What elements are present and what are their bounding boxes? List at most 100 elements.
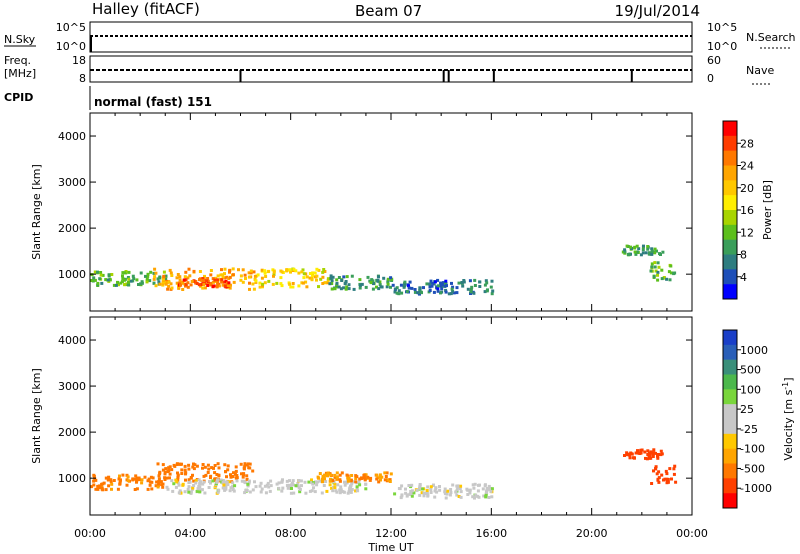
nsearch-label: N.Search [746, 31, 796, 44]
heatmap-cell [662, 276, 666, 279]
heatmap-cell [483, 290, 487, 294]
heatmap-cell [263, 269, 267, 273]
heatmap-cell [189, 283, 193, 287]
heatmap-cell [436, 287, 440, 291]
heatmap-cell [317, 268, 321, 272]
heatmap-cell [651, 455, 655, 458]
heatmap-cell [248, 281, 251, 285]
heatmap-cell [170, 479, 174, 483]
heatmap-cell [415, 488, 419, 492]
heatmap-cell [452, 291, 456, 295]
heatmap-cell [249, 269, 253, 273]
heatmap-cell [362, 474, 366, 478]
heatmap-cell [669, 271, 673, 275]
heatmap-cell [220, 278, 224, 282]
heatmap-cell [198, 270, 202, 273]
heatmap-cell [152, 281, 156, 285]
heatmap-cell [178, 275, 182, 279]
heatmap-cell [674, 480, 678, 484]
heatmap-cell [175, 281, 179, 285]
colorbar-tick-label: 500 [740, 364, 761, 377]
heatmap-cell [637, 247, 641, 251]
heatmap-cell [422, 286, 425, 290]
heatmap-cell [94, 487, 98, 491]
heatmap-cell [92, 483, 96, 487]
heatmap-cell [386, 277, 390, 281]
heatmap-cell [169, 271, 173, 275]
heatmap-cell [350, 274, 354, 278]
heatmap-cell [220, 280, 224, 284]
heatmap-cell [420, 491, 424, 495]
heatmap-cell [197, 283, 201, 287]
heatmap-cell [393, 290, 397, 294]
heatmap-cell [659, 449, 663, 453]
heatmap-cell [672, 272, 676, 276]
heatmap-cell [429, 485, 433, 489]
heatmap-cell [656, 456, 660, 460]
heatmap-cell [644, 251, 648, 255]
heatmap-cell [106, 278, 110, 282]
heatmap-cell [375, 473, 379, 477]
heatmap-cell [350, 482, 354, 486]
heatmap-cell [438, 488, 442, 492]
heatmap-cell [182, 278, 186, 282]
heatmap-cell [197, 478, 201, 482]
heatmap-cell [275, 281, 279, 285]
heatmap-cell [350, 474, 354, 477]
heatmap-cell [272, 274, 275, 278]
heatmap-cell [178, 278, 182, 282]
heatmap-cell [400, 493, 404, 497]
heatmap-cell [258, 281, 262, 285]
colorbar-box [723, 135, 737, 151]
heatmap-cell [413, 290, 417, 294]
heatmap-cell [192, 467, 196, 471]
heatmap-cell [627, 253, 631, 257]
heatmap-cell [251, 469, 255, 473]
heatmap-cell [346, 479, 350, 483]
colorbar-box [723, 389, 737, 405]
heatmap-cell [156, 277, 160, 281]
heatmap-cell [164, 277, 168, 281]
heatmap-cell [244, 277, 247, 280]
heatmap-cell [435, 490, 439, 494]
heatmap-cell [229, 473, 232, 477]
heatmap-cell [215, 284, 219, 288]
heatmap-cell [439, 281, 443, 285]
heatmap-cell [219, 273, 223, 277]
colorbar-box [723, 404, 737, 420]
heatmap-cell [409, 490, 413, 493]
heatmap-cell [146, 272, 150, 276]
heatmap-cell [393, 287, 397, 291]
heatmap-cell [665, 477, 669, 481]
heatmap-cell [232, 471, 235, 475]
heatmap-cell [335, 278, 339, 282]
colorbar-box [723, 150, 737, 166]
heatmap-cell [153, 275, 157, 279]
heatmap-cell [485, 488, 489, 492]
ytick-label: 1000 [58, 268, 86, 281]
heatmap-cell [662, 478, 665, 482]
heatmap-cell [291, 285, 295, 289]
heatmap-cell [201, 482, 205, 486]
heatmap-cell [184, 478, 187, 482]
heatmap-cell [333, 475, 337, 479]
heatmap-cell [183, 490, 187, 494]
heatmap-cell [660, 277, 664, 281]
heatmap-cell [291, 479, 295, 483]
colorbar-box [723, 478, 737, 494]
heatmap-cell [98, 277, 102, 281]
heatmap-cell [429, 279, 433, 283]
heatmap-cell [181, 281, 185, 285]
heatmap-cell [477, 483, 480, 487]
heatmap-cell [200, 488, 204, 492]
heatmap-cell [465, 487, 469, 491]
heatmap-cell [377, 287, 381, 291]
heatmap-cell [302, 272, 306, 276]
heatmap-cell [229, 475, 233, 479]
heatmap-cell [331, 489, 335, 493]
heatmap-cell [281, 486, 285, 490]
heatmap-cell [148, 483, 152, 487]
heatmap-cell [485, 490, 489, 494]
heatmap-cell [670, 477, 673, 481]
heatmap-cell [317, 476, 320, 480]
